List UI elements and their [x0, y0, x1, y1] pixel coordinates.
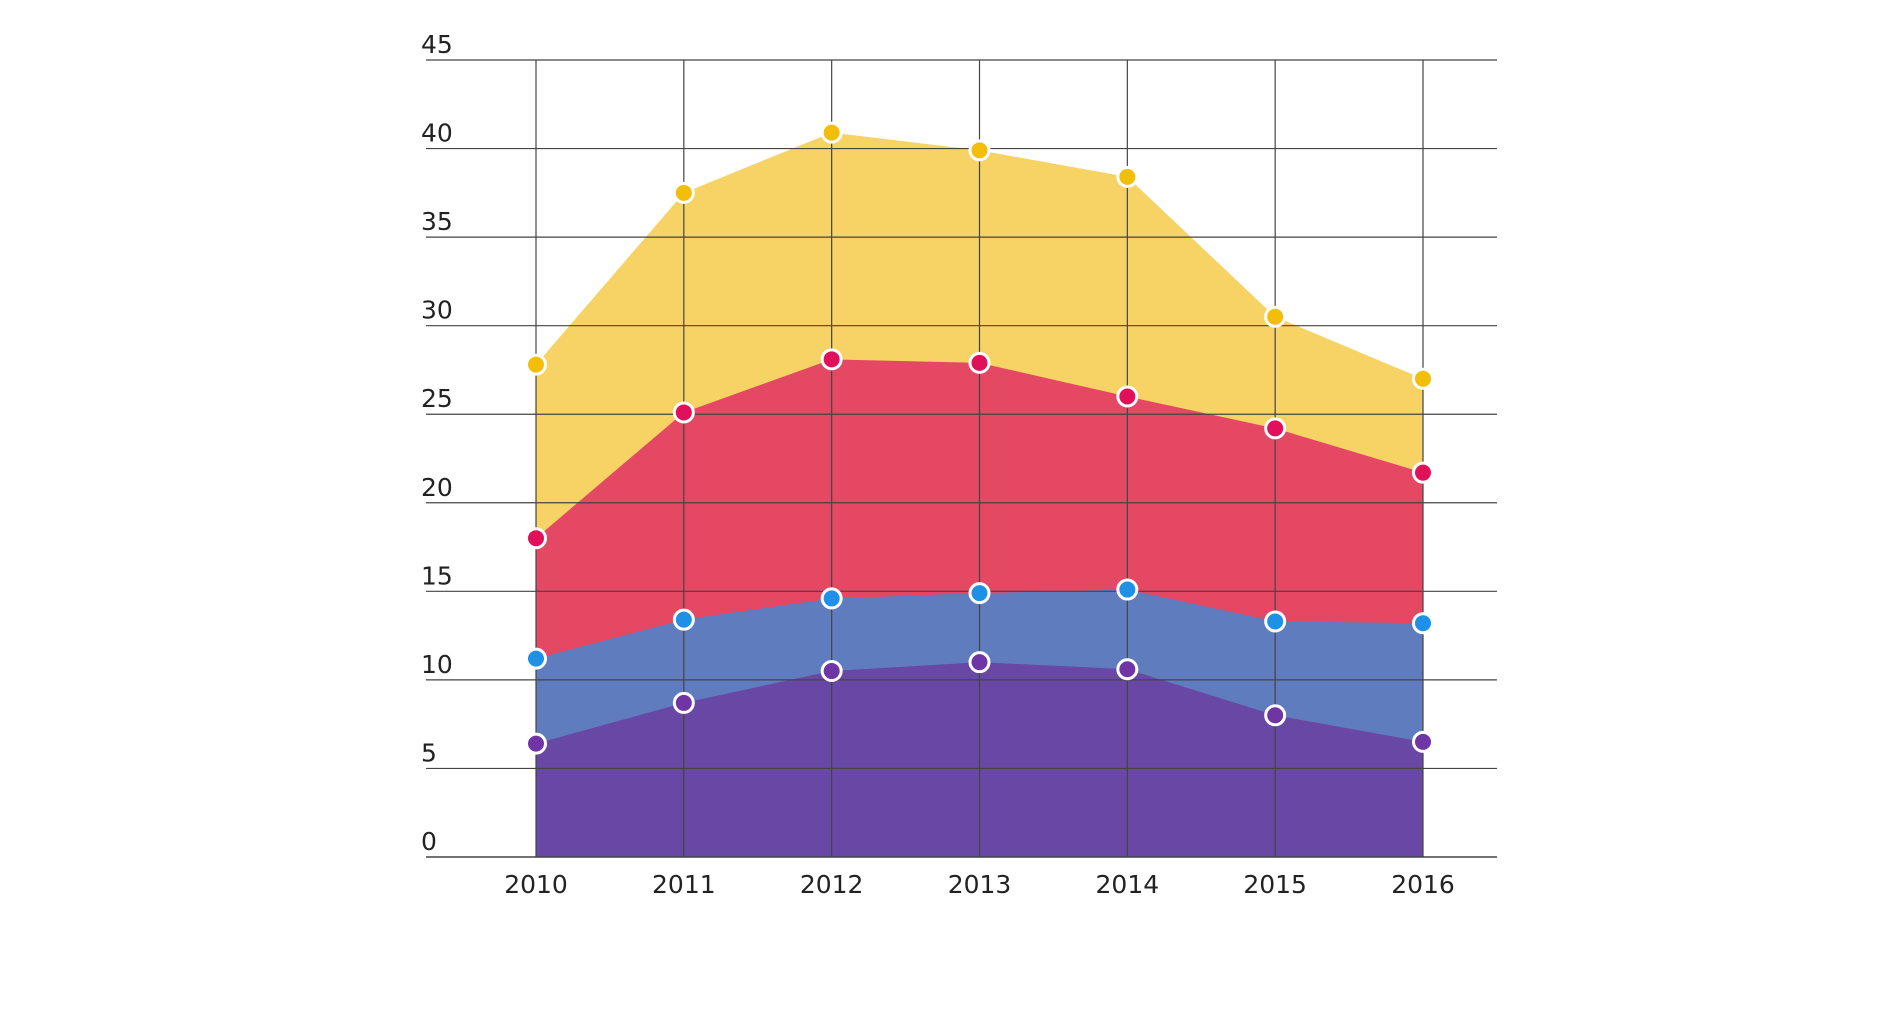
data-point-series-1-2012[interactable] — [820, 121, 843, 144]
marker-layer — [525, 121, 1434, 755]
x-tick-label: 2010 — [504, 870, 568, 899]
x-tick-label: 2012 — [800, 870, 864, 899]
y-tick-label: 15 — [421, 561, 453, 590]
data-point-series-4-2013[interactable] — [968, 651, 991, 674]
data-point-series-2-2010[interactable] — [525, 527, 547, 550]
y-tick-label: 10 — [421, 650, 453, 679]
data-point-series-1-2016[interactable] — [1412, 367, 1434, 390]
data-point-series-4-2010[interactable] — [525, 732, 547, 755]
data-point-series-3-2014[interactable] — [1116, 578, 1139, 601]
data-point-series-1-2014[interactable] — [1116, 165, 1139, 188]
tick-label-layer: 0 5 10 15 20 25 30 35 40 45 2010 2011 2012 2013 2014 20… — [421, 30, 1455, 899]
data-point-series-4-2011[interactable] — [672, 691, 695, 714]
y-tick-label: 30 — [421, 296, 453, 325]
data-point-series-3-2016[interactable] — [1412, 612, 1434, 635]
x-tick-label: 2011 — [652, 870, 716, 899]
x-tick-label: 2015 — [1243, 870, 1307, 899]
y-tick-label: 20 — [421, 473, 453, 502]
data-point-series-4-2012[interactable] — [820, 660, 843, 683]
y-tick-label: 35 — [421, 207, 453, 236]
y-tick-label: 0 — [421, 827, 437, 856]
x-tick-label: 2016 — [1391, 870, 1455, 899]
data-point-series-1-2011[interactable] — [672, 181, 695, 204]
y-tick-label: 40 — [421, 119, 453, 148]
data-point-series-3-2012[interactable] — [820, 587, 843, 610]
data-point-series-3-2011[interactable] — [672, 608, 695, 631]
y-tick-label: 45 — [421, 30, 453, 59]
data-point-series-2-2016[interactable] — [1412, 461, 1434, 484]
x-tick-label: 2014 — [1096, 870, 1160, 899]
data-point-series-3-2010[interactable] — [525, 647, 547, 670]
data-point-series-1-2015[interactable] — [1264, 305, 1287, 328]
data-point-series-4-2015[interactable] — [1264, 704, 1287, 727]
data-point-series-3-2015[interactable] — [1264, 610, 1287, 633]
data-point-series-2-2015[interactable] — [1264, 417, 1287, 440]
data-point-series-2-2012[interactable] — [820, 348, 843, 371]
data-point-series-4-2016[interactable] — [1412, 730, 1434, 753]
data-point-series-3-2013[interactable] — [968, 582, 991, 605]
y-tick-label: 25 — [421, 384, 453, 413]
data-point-series-2-2011[interactable] — [672, 401, 695, 424]
grid-layer — [426, 59, 1497, 857]
data-point-series-4-2014[interactable] — [1116, 658, 1139, 681]
x-tick-label: 2013 — [948, 870, 1012, 899]
data-point-series-2-2014[interactable] — [1116, 385, 1139, 408]
data-point-series-1-2013[interactable] — [968, 139, 991, 162]
data-point-series-1-2010[interactable] — [525, 353, 547, 376]
y-tick-label: 5 — [421, 738, 437, 767]
data-point-series-2-2013[interactable] — [968, 351, 991, 374]
